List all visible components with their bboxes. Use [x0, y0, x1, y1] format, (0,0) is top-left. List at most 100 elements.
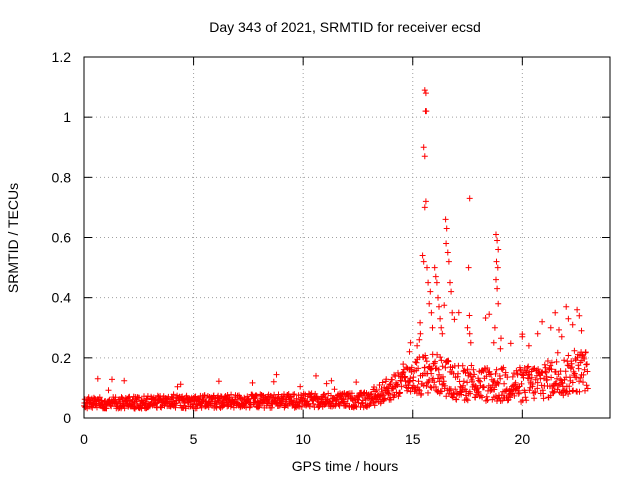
data-point [455, 370, 461, 377]
data-point [484, 365, 491, 371]
data-point [383, 376, 390, 383]
data-point [459, 362, 466, 369]
data-point [570, 387, 577, 394]
data-point [519, 333, 526, 340]
data-point [462, 369, 469, 376]
data-point [421, 87, 428, 94]
data-point [182, 400, 188, 407]
data-point [455, 309, 462, 316]
data-point [445, 358, 452, 365]
y-tick-label: 0.6 [52, 230, 72, 246]
x-axis-label: GPS time / hours [292, 458, 399, 474]
data-point [174, 383, 181, 390]
data-point [438, 388, 445, 395]
data-point [583, 382, 590, 389]
data-point [548, 366, 555, 373]
data-point [497, 345, 504, 352]
data-point [460, 382, 467, 389]
data-point [445, 258, 452, 265]
data-point [414, 342, 421, 349]
data-point [420, 258, 427, 265]
data-point [371, 384, 377, 390]
data-point [125, 394, 132, 401]
data-point [180, 397, 187, 404]
data-point [495, 246, 502, 253]
data-point [121, 405, 128, 412]
data-point [420, 382, 427, 389]
data-point [524, 364, 531, 371]
data-point [529, 381, 536, 387]
data-point [421, 153, 428, 160]
data-point [453, 396, 460, 403]
data-point [170, 391, 177, 398]
data-point [504, 374, 511, 381]
data-point [467, 390, 474, 397]
data-point [439, 363, 446, 370]
data-point [582, 349, 589, 356]
data-point [328, 377, 335, 384]
data-point [523, 397, 530, 404]
data-point [391, 371, 398, 378]
data-point [419, 252, 426, 259]
data-point [494, 379, 501, 386]
x-tick-label: 0 [80, 431, 88, 447]
data-point [466, 195, 473, 202]
data-point [464, 324, 471, 331]
data-point [569, 321, 576, 328]
data-point [446, 387, 453, 394]
data-point [516, 389, 523, 396]
data-point [358, 400, 365, 407]
x-tick-label: 5 [190, 431, 198, 447]
data-point [379, 379, 386, 386]
data-point [553, 358, 560, 365]
data-point [449, 309, 456, 316]
data-point [483, 393, 490, 400]
data-point [493, 276, 499, 283]
data-point [466, 312, 473, 319]
data-point [511, 392, 518, 399]
data-point [573, 374, 580, 381]
data-point [567, 365, 574, 372]
data-point [451, 391, 457, 398]
data-point [397, 389, 403, 396]
x-tick-label: 10 [295, 431, 311, 447]
data-point [552, 309, 559, 316]
data-point [407, 339, 414, 346]
data-point [580, 379, 586, 386]
data-point [550, 389, 557, 396]
data-point [297, 383, 304, 390]
y-axis-label: SRMTID / TECUs [5, 183, 21, 293]
data-point [331, 386, 338, 393]
data-point [534, 330, 541, 337]
data-point [500, 364, 507, 371]
data-point [493, 258, 500, 265]
data-point [507, 340, 514, 347]
data-point [493, 231, 499, 238]
data-point [501, 380, 508, 387]
data-point [452, 386, 459, 393]
data-point [428, 370, 435, 377]
data-point [539, 318, 546, 325]
data-point [427, 288, 434, 295]
data-point [497, 375, 504, 382]
data-point [273, 371, 280, 378]
data-point [574, 306, 581, 313]
data-point [555, 371, 562, 378]
data-point [144, 393, 151, 400]
data-point [451, 316, 458, 323]
data-point [418, 390, 425, 397]
data-point [543, 369, 549, 376]
data-point [443, 240, 450, 247]
data-point [398, 383, 405, 390]
data-point [307, 403, 313, 410]
data-point [435, 366, 442, 373]
data-point [548, 374, 555, 381]
data-point [580, 371, 587, 378]
data-point [420, 144, 427, 151]
data-point [313, 372, 319, 379]
data-point [509, 373, 516, 380]
data-point [479, 394, 486, 401]
x-tick-label: 15 [405, 431, 421, 447]
data-point [475, 377, 482, 384]
data-point [541, 361, 548, 368]
